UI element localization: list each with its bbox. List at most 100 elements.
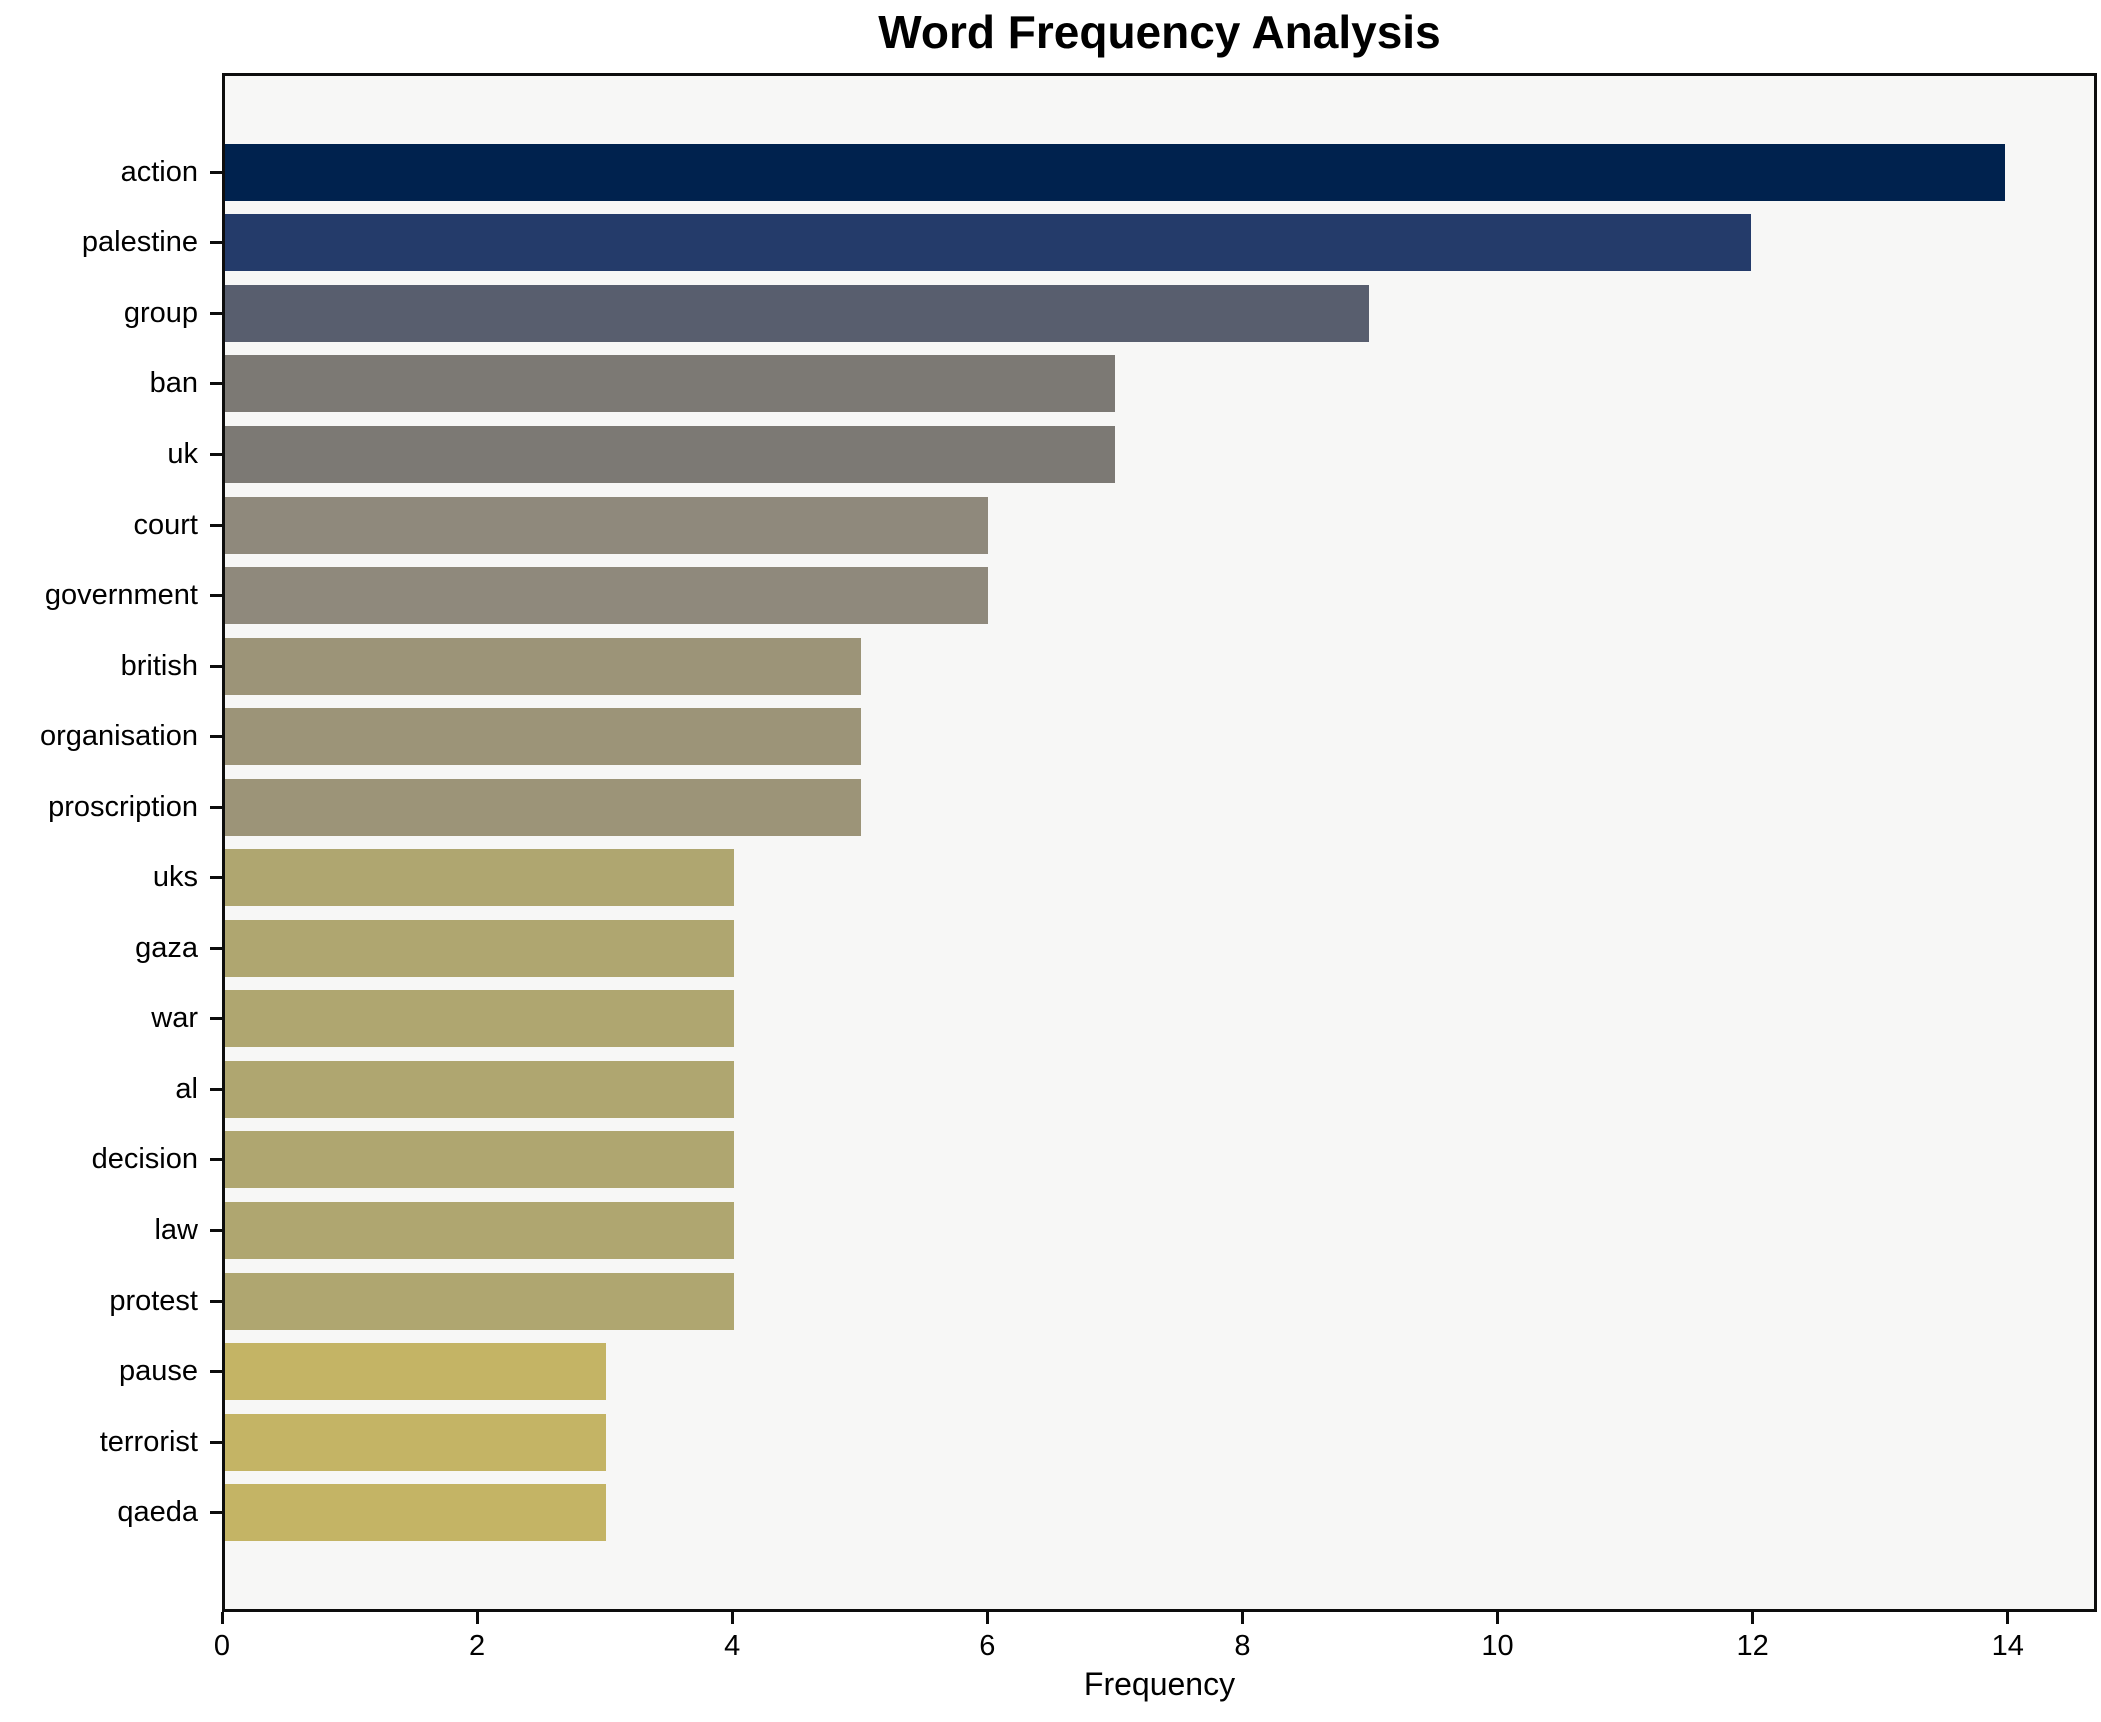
bar-ban — [225, 355, 1115, 413]
y-tick-mark — [210, 1370, 222, 1374]
y-label-decision: decision — [91, 1143, 198, 1176]
x-tick-label-6: 6 — [979, 1630, 996, 1662]
y-label-al: al — [175, 1072, 198, 1105]
y-row-ban: ban — [0, 349, 222, 420]
x-tick-label-8: 8 — [1234, 1630, 1251, 1662]
y-tick-mark — [210, 1087, 222, 1091]
y-label-court: court — [133, 508, 198, 541]
bar-group — [225, 284, 1370, 342]
y-row-action: action — [0, 137, 222, 208]
x-tick-label-10: 10 — [1481, 1630, 1514, 1662]
y-axis: action palestine group ban uk court government… — [0, 73, 222, 1612]
x-tick-mark-2 — [475, 1612, 479, 1624]
bar-law — [225, 1202, 734, 1260]
bar-government — [225, 567, 988, 625]
y-tick-mark — [210, 805, 222, 809]
y-tick-mark — [210, 452, 222, 456]
y-label-war: war — [151, 1002, 198, 1035]
bar-pause — [225, 1343, 607, 1401]
y-label-action: action — [120, 155, 198, 188]
chart-title: Word Frequency Analysis — [878, 6, 1441, 58]
y-tick-mark — [210, 311, 222, 315]
y-row-proscription: proscription — [0, 772, 222, 843]
y-row-court: court — [0, 490, 222, 561]
y-label-ban: ban — [149, 367, 198, 400]
bar-palestine — [225, 214, 1751, 272]
y-row-palestine: palestine — [0, 208, 222, 279]
x-tick-mark-14 — [2006, 1612, 2010, 1624]
bar-gaza — [225, 919, 734, 977]
y-tick-mark — [210, 594, 222, 598]
y-tick-mark — [210, 1299, 222, 1303]
bar-proscription — [225, 778, 861, 836]
y-row-uk: uk — [0, 419, 222, 490]
bar-decision — [225, 1131, 734, 1189]
y-label-uk: uk — [167, 437, 198, 470]
bar-uks — [225, 849, 734, 907]
x-tick-mark-6 — [985, 1612, 989, 1624]
y-tick-mark — [210, 382, 222, 386]
bar-court — [225, 496, 988, 554]
x-tick-mark-10 — [1496, 1612, 1499, 1624]
x-tick-mark-12 — [1751, 1612, 1755, 1624]
y-row-law: law — [0, 1195, 222, 1266]
y-label-palestine: palestine — [81, 226, 198, 259]
y-label-gaza: gaza — [135, 931, 198, 964]
x-tick-mark-8 — [1240, 1612, 1244, 1624]
x-tick-label-12: 12 — [1736, 1630, 1769, 1662]
y-label-pause: pause — [118, 1355, 198, 1388]
y-label-organisation: organisation — [40, 720, 198, 753]
y-row-organisation: organisation — [0, 701, 222, 772]
y-tick-mark — [210, 241, 222, 245]
y-row-gaza: gaza — [0, 913, 222, 984]
y-label-terrorist: terrorist — [99, 1425, 198, 1458]
y-tick-mark — [210, 170, 222, 174]
bar-al — [225, 1060, 734, 1118]
y-tick-mark — [210, 1511, 222, 1515]
y-tick-mark — [210, 1229, 222, 1233]
y-row-protest: protest — [0, 1266, 222, 1337]
y-row-qaeda: qaeda — [0, 1477, 222, 1548]
y-label-uks: uks — [152, 861, 198, 894]
y-label-protest: protest — [109, 1284, 198, 1317]
bar-war — [225, 990, 734, 1048]
y-label-qaeda: qaeda — [117, 1496, 198, 1529]
bar-action — [225, 143, 2005, 201]
x-axis-title: Frequency — [1083, 1666, 1236, 1702]
y-row-terrorist: terrorist — [0, 1407, 222, 1478]
y-row-group: group — [0, 278, 222, 349]
x-tick-label-2: 2 — [469, 1630, 486, 1662]
x-tick-mark-4 — [730, 1612, 734, 1624]
y-tick-mark — [210, 523, 222, 527]
y-tick-mark — [210, 1158, 222, 1162]
y-row-al: al — [0, 1054, 222, 1125]
y-label-group: group — [123, 296, 198, 329]
bar-uk — [225, 425, 1115, 483]
y-row-british: british — [0, 631, 222, 702]
bar-british — [225, 637, 861, 695]
bar-terrorist — [225, 1413, 607, 1471]
x-tick-label-14: 14 — [1991, 1630, 2024, 1662]
bar-protest — [225, 1272, 734, 1330]
plot-area — [222, 73, 2097, 1612]
bar-organisation — [225, 708, 861, 766]
y-row-decision: decision — [0, 1125, 222, 1196]
y-label-proscription: proscription — [48, 790, 198, 823]
y-tick-mark — [210, 1440, 222, 1444]
y-tick-mark — [210, 735, 222, 739]
y-tick-mark — [210, 946, 222, 950]
y-tick-mark — [210, 876, 222, 880]
y-tick-mark — [210, 1017, 222, 1021]
y-row-pause: pause — [0, 1336, 222, 1407]
x-tick-label-0: 0 — [213, 1630, 231, 1662]
bar-qaeda — [225, 1484, 607, 1542]
y-label-government: government — [44, 579, 198, 612]
x-tick-mark-0 — [220, 1612, 224, 1624]
y-row-government: government — [0, 560, 222, 631]
y-label-law: law — [154, 1214, 198, 1247]
y-tick-mark — [210, 664, 222, 668]
x-tick-label-4: 4 — [724, 1630, 741, 1662]
y-label-british: british — [120, 649, 198, 682]
y-row-war: war — [0, 984, 222, 1055]
